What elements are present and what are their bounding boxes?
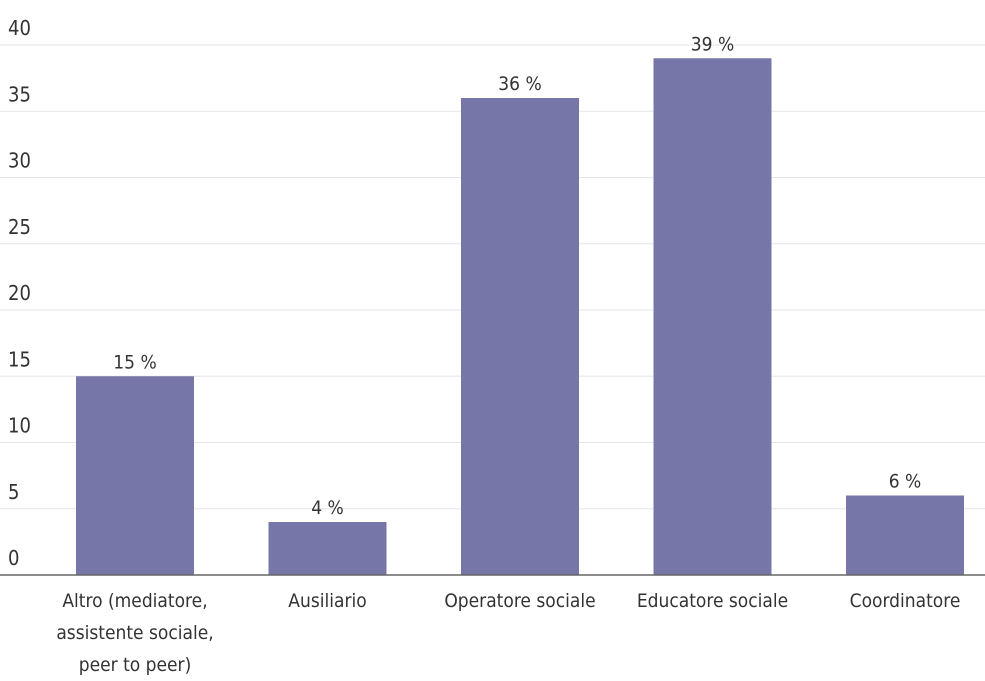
data-label: 39 % bbox=[691, 33, 734, 55]
y-tick-label: 5 bbox=[8, 480, 19, 504]
y-tick-label: 25 bbox=[8, 215, 31, 239]
y-tick-label: 20 bbox=[8, 281, 31, 305]
bar bbox=[653, 58, 772, 575]
x-category-label: Ausiliario bbox=[288, 590, 366, 612]
bar bbox=[268, 522, 387, 575]
x-category-label: assistente sociale, bbox=[56, 622, 213, 644]
x-category-label: Coordinatore bbox=[850, 590, 961, 612]
y-tick-label: 30 bbox=[8, 149, 31, 173]
x-category-label: Altro (mediatore, bbox=[62, 590, 207, 612]
y-tick-label: 0 bbox=[8, 546, 19, 570]
y-tick-label: 10 bbox=[8, 414, 31, 438]
x-category-label: Operatore sociale bbox=[444, 590, 595, 612]
data-label: 36 % bbox=[498, 73, 541, 95]
y-tick-label: 35 bbox=[8, 82, 31, 106]
bar bbox=[461, 98, 579, 575]
bar bbox=[76, 376, 194, 575]
x-category-label: Educatore sociale bbox=[637, 590, 788, 612]
y-tick-label: 15 bbox=[8, 347, 31, 371]
y-tick-label: 40 bbox=[8, 16, 31, 40]
x-category-label: peer to peer) bbox=[79, 654, 192, 676]
data-label: 15 % bbox=[113, 351, 156, 373]
bar bbox=[846, 495, 964, 575]
data-label: 4 % bbox=[311, 497, 344, 519]
data-label: 6 % bbox=[889, 471, 922, 493]
